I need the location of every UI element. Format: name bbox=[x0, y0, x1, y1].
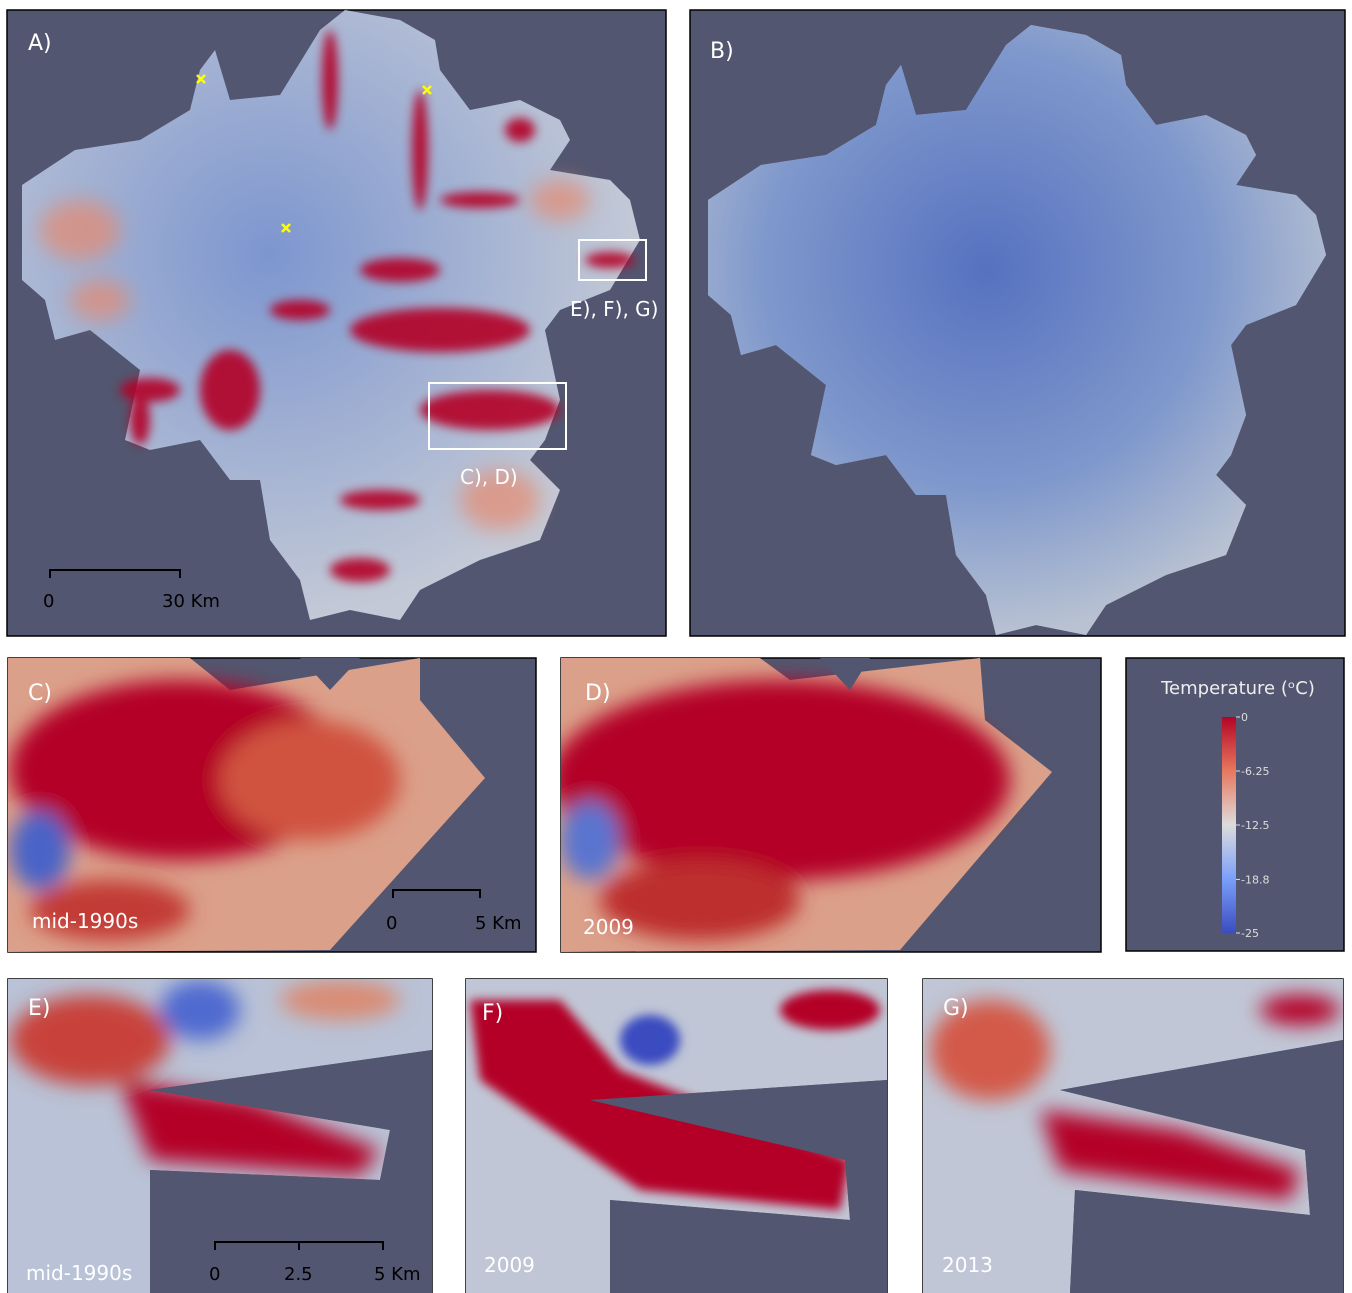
scale-label: 0 bbox=[386, 913, 397, 934]
map-shape bbox=[220, 720, 400, 840]
map-shape bbox=[160, 980, 240, 1040]
panel-label: G) bbox=[943, 996, 969, 1021]
panel-label: A) bbox=[28, 31, 52, 56]
colorbar-tick-label: 0 bbox=[1241, 711, 1248, 724]
map-shape bbox=[70, 280, 130, 320]
map-g bbox=[923, 979, 1343, 1293]
map-f bbox=[466, 979, 887, 1293]
colorbar-tick-label: -6.25 bbox=[1241, 765, 1269, 778]
map-shape bbox=[620, 1015, 680, 1065]
map-shape bbox=[530, 180, 590, 220]
map-shape bbox=[420, 390, 560, 430]
map-shape bbox=[412, 90, 428, 210]
scale-label: 0 bbox=[209, 1264, 220, 1285]
map-shape bbox=[10, 810, 70, 890]
map-shape bbox=[120, 378, 180, 402]
map-shape bbox=[200, 350, 260, 430]
caption: 2009 bbox=[484, 1253, 535, 1277]
caption: mid-1990s bbox=[26, 1261, 132, 1285]
colorbar-tick-label: -25 bbox=[1241, 927, 1259, 940]
map-shape bbox=[270, 300, 330, 320]
panel-label: D) bbox=[585, 681, 611, 706]
colorbar bbox=[1222, 717, 1236, 933]
map-shape bbox=[440, 192, 520, 208]
annotation: C), D) bbox=[460, 465, 518, 489]
annotation: E), F), G) bbox=[570, 297, 658, 321]
map-e bbox=[8, 979, 432, 1293]
map-shape bbox=[360, 258, 440, 282]
map-shape bbox=[350, 308, 530, 352]
map-shape bbox=[280, 980, 400, 1020]
caption: mid-1990s bbox=[32, 909, 138, 933]
figure: A) E), F), G) C), D) 0 30 Km B) C) mid-1… bbox=[0, 0, 1352, 1293]
panel-label: F) bbox=[482, 1001, 503, 1026]
map-shape bbox=[560, 800, 620, 880]
scale-label: 30 Km bbox=[162, 591, 220, 612]
map-shape bbox=[585, 252, 635, 268]
colorbar-title: Temperature (ᵒC) bbox=[1160, 678, 1315, 699]
scale-label: 0 bbox=[43, 591, 54, 612]
map-shape bbox=[330, 558, 390, 582]
map-shape bbox=[40, 200, 120, 260]
map-shape bbox=[322, 30, 338, 130]
panel-label: E) bbox=[28, 996, 50, 1021]
panel-label: B) bbox=[710, 39, 734, 64]
scale-label: 2.5 bbox=[284, 1264, 313, 1285]
panel-label: C) bbox=[28, 681, 52, 706]
map-shape bbox=[340, 490, 420, 510]
colorbar-tick-label: -12.5 bbox=[1241, 819, 1269, 832]
page: A) E), F), G) C), D) 0 30 Km B) C) mid-1… bbox=[0, 0, 1352, 1293]
scale-label: 5 Km bbox=[475, 913, 522, 934]
map-shape bbox=[780, 990, 880, 1030]
map-shape bbox=[1260, 995, 1340, 1025]
caption: 2009 bbox=[583, 915, 634, 939]
map-shape bbox=[130, 395, 150, 445]
colorbar-tick-label: -18.8 bbox=[1241, 873, 1269, 886]
scale-label: 5 Km bbox=[374, 1264, 421, 1285]
map-shape bbox=[505, 118, 535, 142]
caption: 2013 bbox=[942, 1253, 993, 1277]
